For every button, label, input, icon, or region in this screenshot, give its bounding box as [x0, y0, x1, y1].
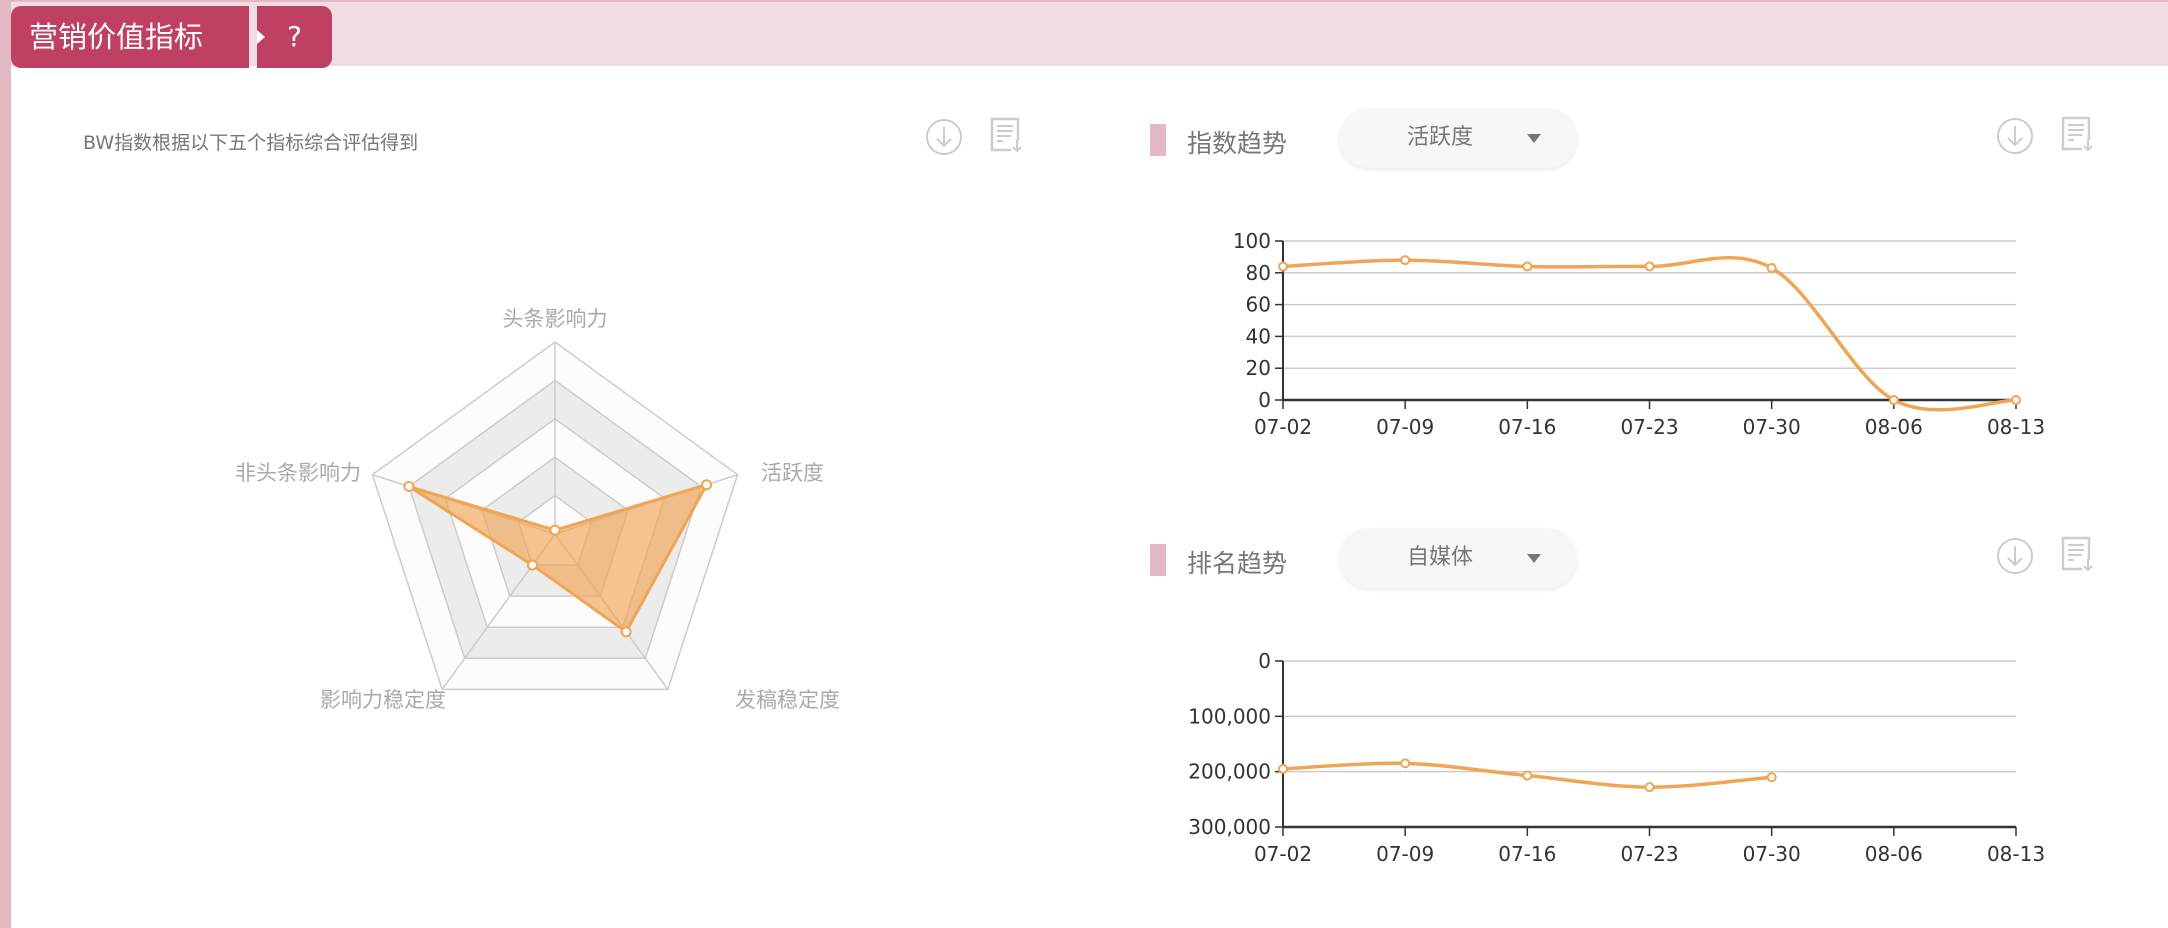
index-trend-title: 指数趋势	[1187, 129, 1288, 158]
rank-trend-title: 排名趋势	[1187, 549, 1288, 578]
export-report-icon[interactable]	[2058, 115, 2096, 153]
x-tick-label: 08-06	[1865, 842, 1923, 866]
y-tick-label: 0	[1258, 388, 1271, 412]
x-tick-label: 07-02	[1254, 415, 1312, 439]
data-point	[1522, 770, 1533, 781]
rank-trend-chart: 0 100,000 200,000 300,000 07-02 07-09 07-16 07-…	[1188, 649, 2045, 866]
radar-description: BW指数根据以下五个指标综合评估得到	[83, 132, 419, 154]
header-band: 营销价值指标 ?	[11, 0, 2168, 68]
data-point	[1278, 261, 1288, 272]
x-tick-label: 07-23	[1620, 842, 1678, 866]
x-tick-label: 08-13	[1987, 415, 2045, 439]
data-point	[1766, 772, 1777, 783]
data-point	[1278, 763, 1288, 774]
data-point	[2011, 395, 2021, 405]
marketing-value-panel: 营销价值指标 ? BW指数根据以下五个指标综合评估得到 头条影响力 活跃度 发稿稳定…	[11, 0, 2168, 928]
caret-down-icon	[1527, 134, 1541, 143]
y-tick-label: 200,000	[1188, 760, 1271, 784]
data-point	[1644, 261, 1655, 272]
radar-label: 头条影响力	[503, 307, 608, 331]
y-tick-label: 300,000	[1188, 815, 1271, 839]
y-tick-label: 60	[1246, 293, 1271, 317]
x-tick-label: 08-06	[1865, 415, 1923, 439]
x-tick-label: 07-09	[1376, 842, 1434, 866]
download-icon[interactable]	[1996, 117, 2034, 155]
data-point	[1644, 782, 1655, 793]
y-tick-label: 80	[1246, 261, 1271, 285]
x-tick-label: 07-16	[1498, 415, 1556, 439]
y-tick-label: 40	[1246, 324, 1271, 348]
x-tick-label: 07-30	[1743, 842, 1801, 866]
series-line	[1282, 256, 2017, 412]
y-tick-label: 100	[1233, 229, 1271, 253]
radar-point	[526, 559, 538, 571]
section-marker	[1150, 124, 1166, 156]
rank-category-value: 自媒体	[1407, 545, 1474, 570]
x-tick-label: 07-30	[1743, 415, 1801, 439]
x-tick-label: 08-13	[1987, 842, 2045, 866]
y-tick-label: 100,000	[1188, 704, 1271, 728]
help-button[interactable]: ?	[257, 6, 332, 68]
index-metric-value: 活跃度	[1407, 125, 1474, 150]
y-tick-label: 0	[1258, 649, 1271, 673]
radar-point	[701, 479, 713, 491]
export-report-icon[interactable]	[987, 116, 1025, 154]
radar-point	[620, 626, 632, 638]
radar-label: 非头条影响力	[235, 461, 361, 485]
data-point	[1766, 263, 1777, 274]
x-tick-label: 07-02	[1254, 842, 1312, 866]
radar-label: 影响力稳定度	[320, 688, 446, 712]
data-point	[1522, 261, 1533, 272]
panel-title: 营销价值指标	[11, 6, 249, 68]
download-icon[interactable]	[925, 118, 963, 156]
x-tick-label: 07-09	[1376, 415, 1434, 439]
radar-label: 活跃度	[761, 461, 824, 485]
radar-point	[403, 481, 415, 493]
x-tick-label: 07-16	[1498, 842, 1556, 866]
export-report-icon[interactable]	[2058, 535, 2096, 573]
data-point	[1400, 758, 1411, 769]
caret-down-icon	[1527, 554, 1541, 563]
radar-label: 发稿稳定度	[735, 688, 840, 712]
data-point	[1888, 395, 1899, 405]
rank-category-dropdown[interactable]: 自媒体	[1339, 528, 1577, 588]
x-tick-label: 07-23	[1620, 415, 1678, 439]
data-point	[1400, 255, 1411, 266]
download-icon[interactable]	[1996, 537, 2034, 575]
radar-area	[408, 482, 710, 635]
radar-point	[549, 524, 561, 536]
index-metric-dropdown[interactable]: 活跃度	[1339, 108, 1577, 168]
index-trend-chart: 0 20 40 60 80 100 07-02 07-09 07-16 07-23 07-30 08-…	[1233, 229, 2045, 439]
section-marker	[1150, 544, 1166, 576]
y-tick-label: 20	[1246, 356, 1271, 380]
